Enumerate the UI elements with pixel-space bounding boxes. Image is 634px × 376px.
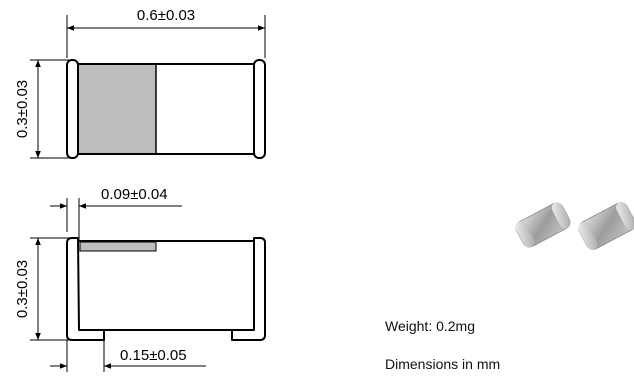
top-end-cap-left (66, 59, 79, 159)
chip-image-right (578, 202, 634, 250)
units-note: Dimensions in mm (385, 356, 501, 372)
length-label: 0.6±0.03 (137, 7, 195, 24)
terminal-label: 0.09±0.04 (101, 186, 168, 203)
side-terminal-left (66, 237, 105, 341)
chip-image-left (515, 202, 571, 248)
side-body (79, 242, 254, 330)
foot-label: 0.15±0.05 (120, 347, 187, 364)
side-height-label: 0.3±0.03 (14, 260, 31, 318)
top-view: 0.6±0.03 0.3±0.03 (14, 7, 266, 159)
top-end-cap-right (253, 59, 266, 159)
side-view: 0.09±0.04 0.3±0.03 0.15±0.05 (14, 186, 266, 372)
side-terminal-right (231, 237, 266, 341)
top-height-label: 0.3±0.03 (14, 80, 31, 138)
top-terminal-shading (79, 65, 156, 153)
weight-note: Weight: 0.2mg (385, 318, 476, 334)
component-photo (515, 202, 634, 250)
side-terminal-shading (79, 241, 157, 252)
